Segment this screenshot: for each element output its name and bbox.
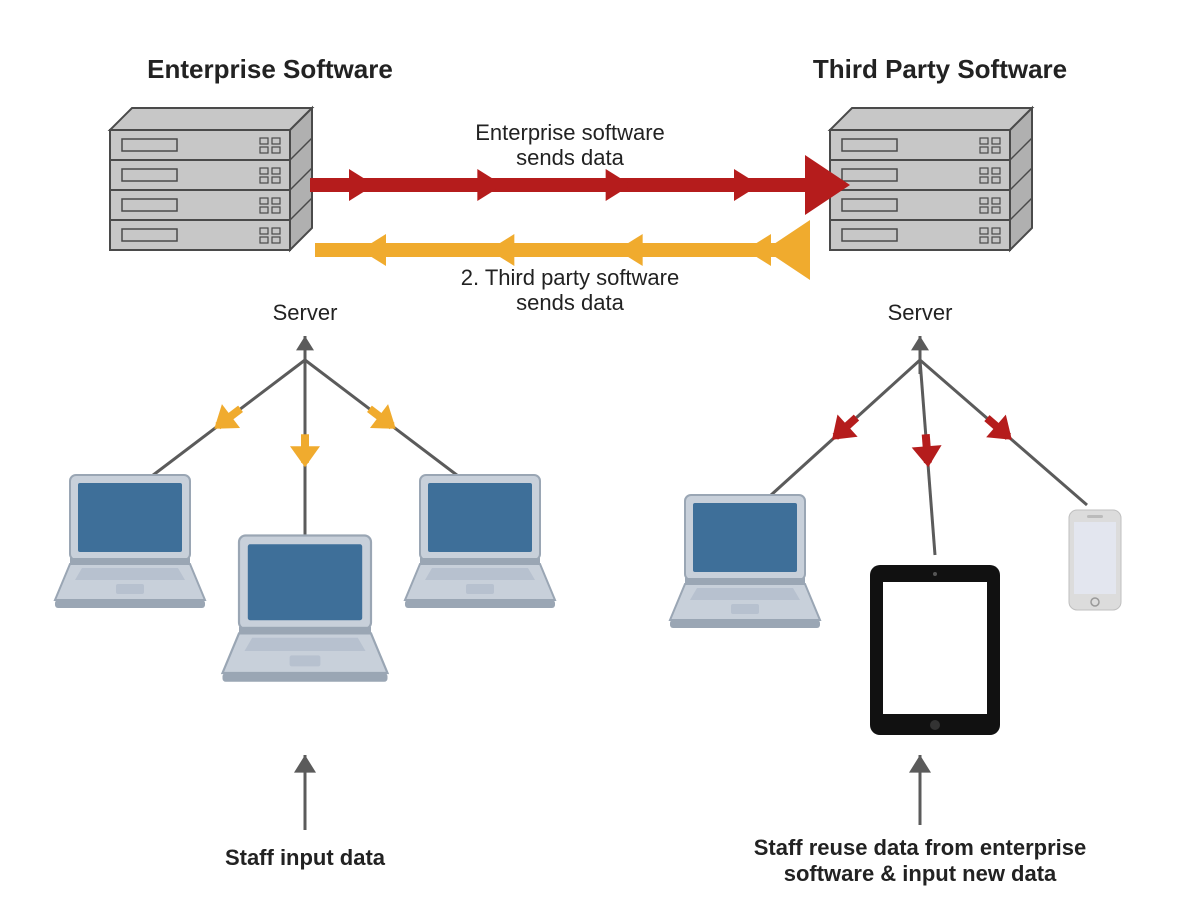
title-right: Third Party Software [813, 54, 1067, 84]
server-label-left: Server [273, 300, 338, 325]
laptop-icon [55, 475, 205, 608]
arrow-top-label-2: sends data [516, 145, 624, 170]
arrow-bottom-label-2: sends data [516, 290, 624, 315]
tablet-icon [870, 565, 1000, 735]
bottom-arrow-right [909, 755, 931, 825]
bottom-label-right-2: software & input new data [784, 861, 1057, 886]
arrow-top-label-1: Enterprise software [475, 120, 665, 145]
server-label-right: Server [888, 300, 953, 325]
laptop-icon [670, 495, 820, 628]
laptop-icon [223, 536, 388, 682]
arrow-bottom-label-1: 2. Third party software [461, 265, 679, 290]
bottom-label-right-1: Staff reuse data from enterprise [754, 835, 1087, 860]
server-stack-icon [110, 108, 312, 250]
laptop-icon [405, 475, 555, 608]
bottom-label-left: Staff input data [225, 845, 386, 870]
bottom-arrow-left [294, 755, 316, 830]
server-stack-icon [830, 108, 1032, 250]
phone-icon [1069, 510, 1121, 610]
title-left: Enterprise Software [147, 54, 393, 84]
